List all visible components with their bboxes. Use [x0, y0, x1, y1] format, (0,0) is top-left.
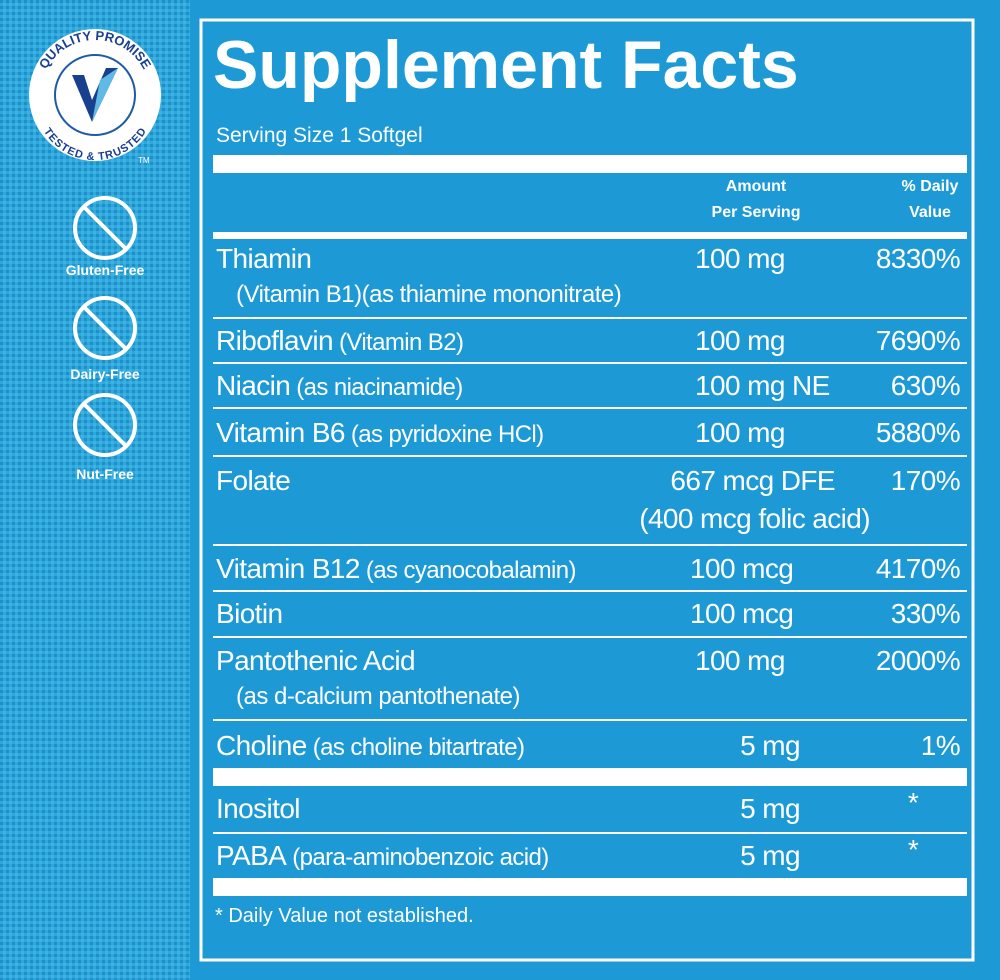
badge-label: Gluten-Free [66, 262, 145, 278]
nutrient-detail: (para-aminobenzoic acid) [292, 844, 548, 871]
nutrient-detail: (as choline bitartrate) [313, 734, 525, 761]
nutrient-name: Pantothenic Acid [216, 645, 415, 676]
badge-slash [82, 305, 128, 351]
nutrient-name: Riboflavin [216, 325, 333, 356]
nutrient-name: Folate [216, 465, 290, 496]
nutrient: Biotin [216, 598, 282, 629]
nutrient-detail: (as cyanocobalamin) [366, 557, 576, 584]
nutrient-name: Niacin [216, 370, 290, 401]
amount: 667 mcg DFE [670, 465, 835, 496]
amount: 100 mg [695, 325, 785, 356]
daily-value: 330% [891, 598, 960, 629]
badge-slash [82, 402, 128, 448]
nutrient-detail: (Vitamin B2) [339, 329, 463, 356]
amount: 100 mg [695, 417, 785, 448]
daily-value: 630% [891, 370, 960, 401]
badge-slash [82, 205, 128, 251]
amount: 5 mg [740, 840, 800, 871]
amount: 100 mg [695, 645, 785, 676]
daily-value: 170% [891, 465, 960, 496]
daily-value: 1% [921, 730, 960, 761]
nutrient-name: PABA [216, 840, 287, 871]
header-dv: Value [909, 204, 951, 221]
nutrient: Vitamin B6 (as pyridoxine HCl) [216, 417, 544, 448]
thick-bar [213, 232, 967, 239]
nutrient: PABA (para-aminobenzoic acid) [216, 840, 549, 871]
nutrient: Thiamin [216, 243, 311, 274]
badge-icon [73, 393, 137, 457]
nutrient-name: Choline [216, 730, 307, 761]
seal-v-accent [92, 68, 118, 122]
header-amount: Amount [726, 178, 787, 195]
nutrient: Pantothenic Acid [216, 645, 415, 676]
thick-bar [213, 768, 967, 786]
daily-value: * [908, 787, 919, 818]
amount: 5 mg [740, 730, 800, 761]
nutrient-name: Vitamin B6 [216, 417, 345, 448]
nutrient: Inositol [216, 793, 300, 824]
amount: 100 mg NE [695, 370, 830, 401]
badges: Gluten-Free Dairy-Free Nut-Free [66, 196, 145, 482]
daily-value: 5880% [876, 417, 960, 448]
facts-frame [199, 18, 975, 962]
amount: 100 mcg [690, 598, 793, 629]
textured-panel [0, 0, 190, 980]
nutrient-detail: (as d-calcium pantothenate) [236, 683, 520, 710]
footnote: * Daily Value not established. [215, 905, 474, 927]
amount: 100 mcg [690, 553, 793, 584]
seal-tm: TM [138, 156, 150, 165]
nutrient: Vitamin B12 (as cyanocobalamin) [216, 553, 576, 584]
amount-detail: (400 mcg folic acid) [639, 503, 870, 534]
badge-label: Dairy-Free [70, 366, 139, 382]
badge-icon [73, 296, 137, 360]
nutrient: Riboflavin (Vitamin B2) [216, 325, 463, 356]
badge-label: Nut-Free [76, 466, 134, 482]
thick-bar [213, 155, 967, 173]
daily-value: 8330% [876, 243, 960, 274]
rows: Thiamin (Vitamin B1)(as thiamine mononitr… [213, 243, 967, 871]
header-amount: Per Serving [712, 204, 801, 221]
nutrient-name: Inositol [216, 793, 300, 824]
badge-icon [73, 196, 137, 260]
nutrient-detail: (Vitamin B1)(as thiamine mononitrate) [236, 281, 621, 308]
daily-value: 7690% [876, 325, 960, 356]
amount: 100 mg [695, 243, 785, 274]
nutrient-name: Biotin [216, 598, 282, 629]
nutrient: Niacin (as niacinamide) [216, 370, 463, 401]
serving-size: Serving Size 1 Softgel [216, 124, 423, 147]
nutrient: Choline (as choline bitartrate) [216, 730, 524, 761]
nutrient-detail: (as niacinamide) [296, 374, 462, 401]
daily-value: 4170% [876, 553, 960, 584]
title: Supplement Facts [213, 27, 799, 103]
amount: 5 mg [740, 793, 800, 824]
daily-value: 2000% [876, 645, 960, 676]
header-dv: % Daily [902, 178, 959, 195]
nutrient-name: Vitamin B12 [216, 553, 360, 584]
daily-value: * [908, 834, 919, 865]
nutrient-name: Thiamin [216, 243, 311, 274]
nutrient: Folate [216, 465, 290, 496]
thick-bar [213, 878, 967, 896]
nutrient-detail: (as pyridoxine HCl) [351, 421, 544, 448]
